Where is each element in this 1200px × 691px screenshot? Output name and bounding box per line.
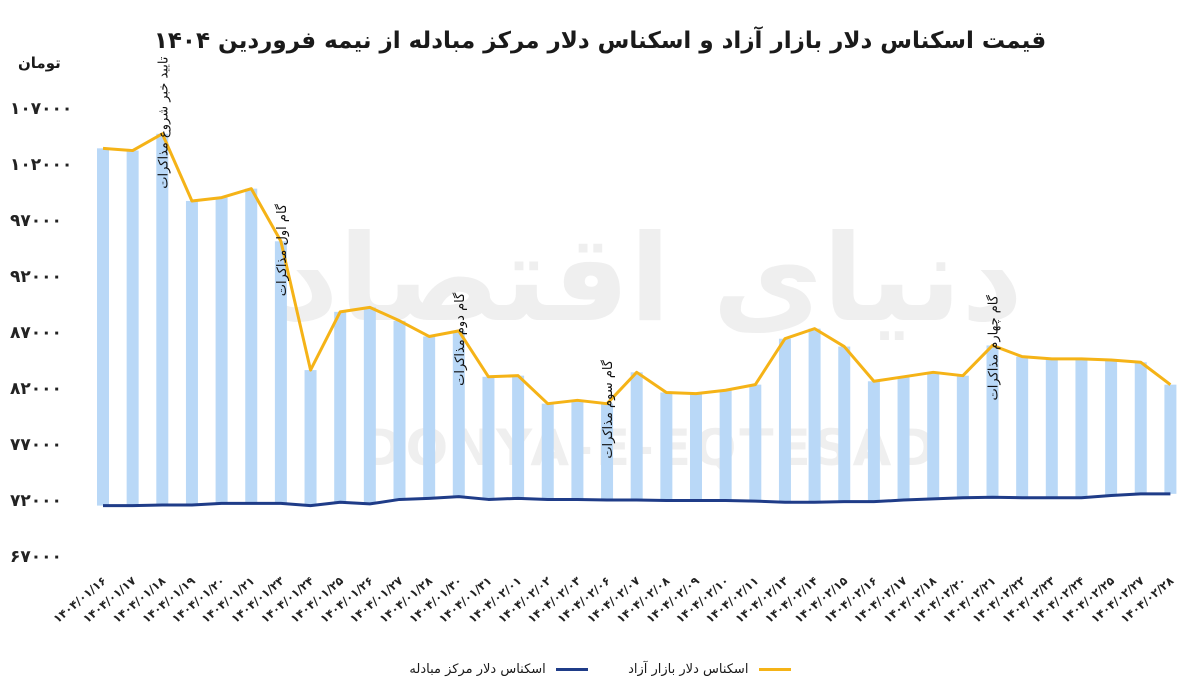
bar	[156, 133, 169, 506]
bar	[452, 330, 465, 497]
y-tick-label: ۸۷۰۰۰	[10, 323, 62, 343]
y-tick-label: ۶۷۰۰۰	[10, 547, 62, 567]
legend-swatch-free-market	[758, 668, 791, 671]
bar	[867, 381, 880, 502]
bar	[808, 328, 821, 503]
bar	[986, 345, 999, 498]
chart-title: قیمت اسکناس دلار بازار آزاد و اسکناس دلا…	[153, 28, 1047, 54]
bar	[1105, 360, 1118, 496]
bar	[630, 372, 643, 500]
y-tick-label: ۷۷۰۰۰	[10, 435, 62, 455]
bar	[838, 346, 851, 502]
bar	[660, 392, 673, 501]
bar	[1016, 356, 1029, 498]
bar	[690, 393, 702, 501]
line-series	[102, 132, 1172, 508]
bar	[1045, 358, 1058, 498]
annotation-label: گام دوم مذاکرات	[452, 292, 468, 386]
y-tick-label: ۹۷۰۰۰	[10, 211, 62, 231]
bar	[393, 320, 406, 500]
bar	[1164, 384, 1177, 494]
annotations: تایید خبر شروع مذاکرات گام اول مذاکرات گام…	[156, 56, 1001, 458]
bar-series	[97, 133, 1177, 506]
line-free-market	[102, 132, 1172, 406]
watermark-fa: دنیای اقتصاد	[277, 210, 1023, 349]
bar	[541, 403, 554, 500]
annotation-label: گام سوم مذاکرات	[600, 359, 616, 459]
legend-label-free-market: اسکناس دلار بازار آزاد	[628, 662, 749, 677]
y-tick-label: ۱۰۲۰۰۰	[10, 155, 72, 175]
y-tick-label: ۹۲۰۰۰	[10, 267, 62, 287]
bar	[274, 241, 287, 504]
annotation-label: تایید خبر شروع مذاکرات	[156, 56, 171, 189]
legend: اسکناس دلار بازار آزاد اسکناس دلار مرکز …	[0, 662, 1200, 677]
legend-swatch-exchange-center	[555, 668, 588, 671]
bar	[304, 370, 317, 506]
bar	[512, 375, 525, 499]
bar	[719, 390, 732, 501]
y-tick-label: ۱۰۷۰۰۰	[10, 99, 72, 119]
bar	[601, 403, 614, 500]
bar	[126, 150, 139, 506]
bar	[1075, 358, 1088, 498]
annotation-label: گام چهارم مذاکرات	[986, 294, 1002, 400]
bar	[778, 338, 791, 503]
bar	[185, 200, 198, 506]
bar	[956, 375, 969, 498]
legend-item-free-market: اسکناس دلار بازار آزاد	[628, 662, 791, 677]
bar	[571, 400, 584, 500]
y-tick-label: ۷۲۰۰۰	[10, 491, 62, 511]
bar	[245, 188, 258, 504]
bar	[215, 197, 228, 504]
y-axis-unit-label: تومان	[18, 54, 61, 72]
bar	[423, 336, 436, 499]
annotation-label: گام اول مذاکرات	[274, 203, 290, 296]
bar	[749, 384, 762, 502]
bar	[927, 372, 940, 499]
x-axis-ticks: ۱۴۰۴/۰۱/۱۶۱۴۰۴/۰۱/۱۷۱۴۰۴/۰۱/۱۸۱۴۰۴/۰۱/۱۹…	[50, 574, 1176, 626]
watermark: دنیای اقتصاد DONYA-E-EQTESAD	[277, 210, 1023, 477]
bar	[363, 307, 376, 504]
bar	[897, 376, 910, 500]
watermark-en: DONYA-E-EQTESAD	[361, 419, 939, 477]
bar	[97, 148, 109, 506]
legend-label-exchange-center: اسکناس دلار مرکز مبادله	[409, 662, 546, 677]
line-exchange-center	[103, 492, 1171, 508]
bar	[334, 311, 347, 503]
bar	[1134, 362, 1147, 494]
y-axis-ticks: ۶۷۰۰۰ ۷۲۰۰۰ ۷۷۰۰۰ ۸۲۰۰۰ ۸۷۰۰۰ ۹۲۰۰۰ ۹۷۰۰۰ ۱۰۲۰۰…	[10, 99, 72, 567]
y-tick-label: ۸۲۰۰۰	[10, 379, 62, 399]
legend-item-exchange-center: اسکناس دلار مرکز مبادله	[409, 662, 588, 677]
bar	[482, 376, 495, 500]
